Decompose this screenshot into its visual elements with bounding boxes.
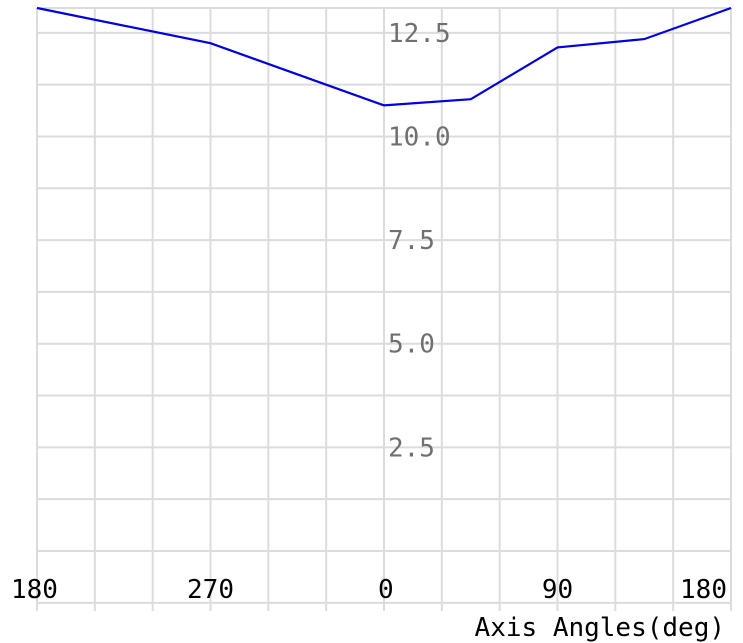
- y-tick-label-1: 5.0: [388, 330, 435, 360]
- x-tick-label-2: 0: [378, 575, 394, 605]
- x-tick-label-0: 180: [11, 575, 58, 605]
- x-tick-label-3: 90: [542, 575, 573, 605]
- grid: [36, 7, 732, 611]
- x-tick-label-1: 270: [187, 575, 234, 605]
- series-line-0: [36, 6, 732, 107]
- series-layer: [36, 6, 732, 107]
- y-tick-label-4: 12.5: [388, 19, 451, 49]
- x-tick-label-4: 180: [680, 575, 727, 605]
- x-tick-labels: 180 270 0 90 180: [11, 575, 727, 605]
- y-tick-label-3: 10.0: [388, 122, 451, 152]
- y-tick-label-2: 7.5: [388, 226, 435, 256]
- y-tick-labels: 2.5 5.0 7.5 10.0 12.5: [388, 19, 451, 464]
- y-tick-label-0: 2.5: [388, 433, 435, 463]
- x-axis-label: Axis Angles(deg): [475, 613, 725, 643]
